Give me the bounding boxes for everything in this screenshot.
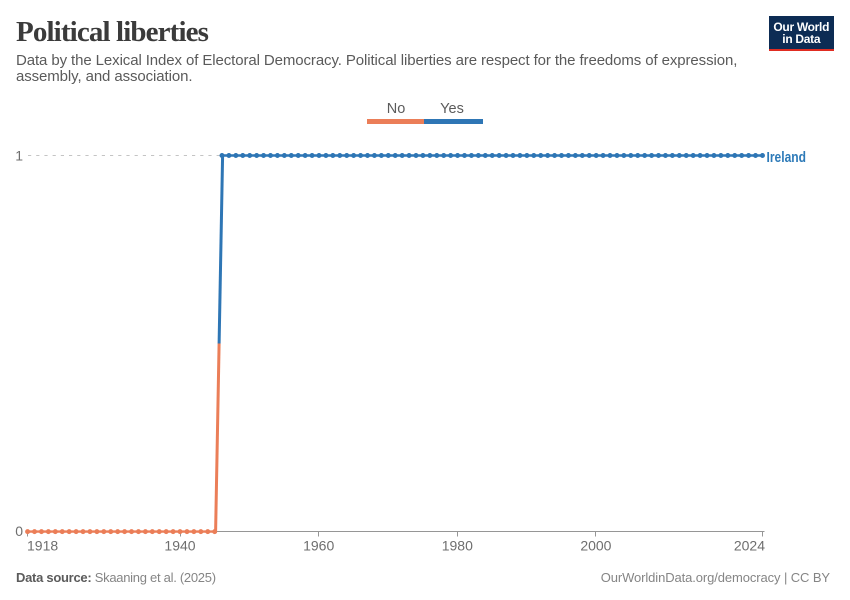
svg-text:2024: 2024 bbox=[734, 538, 765, 554]
svg-text:0: 0 bbox=[15, 523, 23, 539]
svg-text:Ireland: Ireland bbox=[767, 150, 807, 166]
svg-text:1960: 1960 bbox=[303, 538, 334, 554]
svg-text:1980: 1980 bbox=[442, 538, 473, 554]
svg-text:1918: 1918 bbox=[27, 538, 58, 554]
svg-text:1: 1 bbox=[15, 147, 23, 163]
svg-text:2000: 2000 bbox=[580, 538, 611, 554]
svg-text:1940: 1940 bbox=[164, 538, 195, 554]
